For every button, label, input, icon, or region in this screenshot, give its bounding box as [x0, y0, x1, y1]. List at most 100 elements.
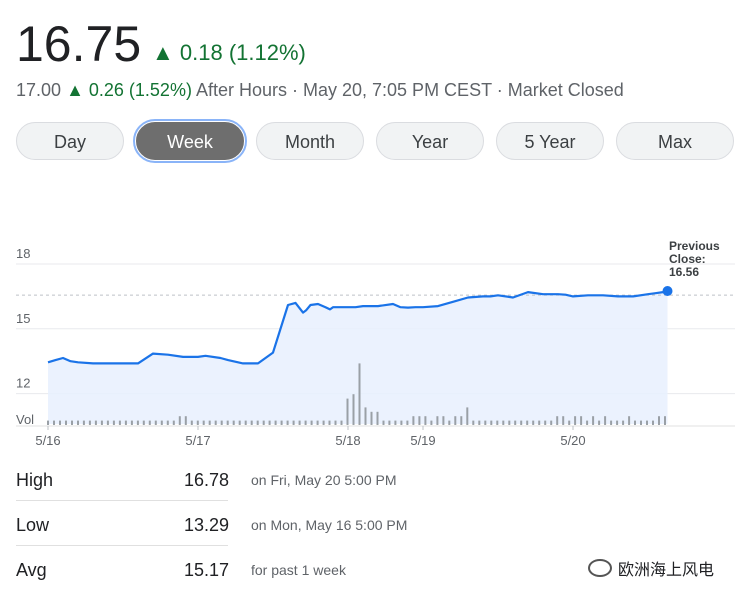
row-divider [16, 545, 228, 546]
volume-bar [268, 420, 271, 425]
volume-bar [280, 420, 283, 425]
volume-bar [106, 420, 109, 425]
volume-bar [100, 420, 103, 425]
y-tick-label: 15 [16, 311, 30, 326]
volume-bar [424, 416, 427, 425]
volume-bar [334, 420, 337, 425]
volume-bar [550, 420, 553, 425]
x-tick-label: 5/19 [410, 433, 435, 448]
volume-bar [82, 420, 85, 425]
watermark: 欧洲海上风电 [588, 556, 714, 580]
volume-label: Vol [16, 412, 34, 427]
volume-bar [388, 420, 391, 425]
volume-bar [604, 416, 607, 425]
volume-bar [178, 416, 181, 425]
volume-bar [622, 420, 625, 425]
volume-bar [304, 420, 307, 425]
volume-bar [406, 420, 409, 425]
previous-close-label: Close: [669, 252, 706, 266]
volume-bar [184, 416, 187, 425]
stat-value: 13.29 [184, 515, 230, 535]
volume-bar [190, 420, 193, 425]
volume-bar [274, 420, 277, 425]
tab-week[interactable]: Week [133, 119, 247, 163]
volume-bar [196, 420, 199, 425]
volume-bar [59, 420, 61, 425]
tab-year[interactable]: Year [376, 122, 484, 160]
volume-bar [442, 416, 445, 425]
volume-bar [544, 420, 547, 425]
tab-5-year[interactable]: 5 Year [496, 122, 604, 160]
volume-bar [71, 420, 73, 425]
volume-bar [136, 420, 139, 425]
wechat-icon [588, 559, 612, 577]
volume-bar [262, 420, 265, 425]
volume-bar [226, 420, 229, 425]
area-fill [48, 291, 668, 424]
volume-bar [256, 420, 259, 425]
volume-bar [634, 420, 636, 425]
volume-bar [502, 420, 505, 425]
volume-bar [526, 420, 529, 425]
current-price: 16.75 [16, 16, 142, 72]
volume-bar [514, 420, 517, 425]
volume-bar [328, 420, 331, 425]
volume-bar [520, 420, 523, 425]
volume-bar [286, 420, 289, 425]
tab-day[interactable]: Day [16, 122, 124, 160]
volume-bar [472, 420, 475, 425]
volume-bar [478, 420, 481, 425]
volume-bar [232, 420, 235, 425]
stat-label: High [16, 470, 54, 490]
tab-max[interactable]: Max [616, 122, 734, 160]
volume-bar [568, 420, 571, 425]
volume-bar [562, 416, 565, 425]
volume-bar [202, 420, 205, 425]
volume-bar [322, 420, 325, 425]
volume-bar [220, 420, 223, 425]
volume-bar [598, 420, 601, 425]
after-hours-line: 17.00 ▲ 0.26 (1.52%) After Hours · May 2… [16, 80, 624, 101]
volume-bar [532, 420, 535, 425]
volume-bar [490, 420, 493, 425]
volume-bar [166, 420, 169, 425]
volume-bar [454, 416, 457, 425]
volume-bar [118, 420, 121, 425]
volume-bar [94, 420, 97, 425]
range-tabs: Day Week Month Year 5 Year Max [16, 119, 736, 163]
volume-bar [364, 407, 367, 425]
volume-bar [400, 420, 403, 425]
volume-bar [214, 420, 217, 425]
volume-bar [65, 420, 67, 425]
stat-row-avg: Avg 15.17 for past 1 week [16, 550, 736, 595]
volume-bar [238, 420, 241, 425]
tab-month[interactable]: Month [256, 122, 364, 160]
volume-bar [394, 420, 397, 425]
volume-bar [346, 398, 349, 425]
stat-note: on Mon, May 16 5:00 PM [251, 517, 408, 533]
volume-bar [172, 420, 175, 425]
stat-label: Avg [16, 560, 47, 580]
volume-bar [154, 420, 157, 425]
volume-bar [484, 420, 487, 425]
volume-bar [436, 416, 439, 425]
volume-bar [376, 411, 379, 425]
volume-bar [142, 420, 145, 425]
volume-bar [616, 420, 619, 425]
volume-bar [292, 420, 295, 425]
x-tick-label: 5/16 [35, 433, 60, 448]
volume-bar [646, 420, 648, 425]
stat-row-low: Low 13.29 on Mon, May 16 5:00 PM [16, 505, 736, 550]
volume-bar [418, 416, 421, 425]
volume-bar [412, 416, 415, 425]
stat-note: on Fri, May 20 5:00 PM [251, 472, 397, 488]
x-tick-label: 5/20 [560, 433, 585, 448]
volume-bar [382, 420, 385, 425]
volume-bar [496, 420, 499, 425]
volume-bar [640, 420, 642, 425]
volume-bar [430, 420, 433, 425]
stat-value: 16.78 [184, 470, 230, 490]
volume-bar [592, 416, 595, 425]
volume-bar [130, 420, 133, 425]
